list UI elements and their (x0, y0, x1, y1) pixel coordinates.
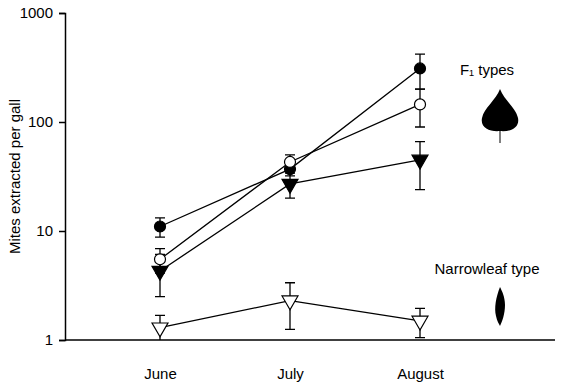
marker (282, 296, 298, 310)
y-tick-label: 100 (28, 113, 53, 130)
plot-area (152, 54, 428, 340)
y-tick: 1 (45, 331, 65, 348)
leaf-icon (495, 287, 505, 326)
marker (415, 63, 426, 74)
x-tick-label: August (397, 365, 445, 382)
series-line (160, 104, 420, 259)
x-tick-label: July (277, 365, 304, 382)
marker (412, 316, 428, 330)
x-tick: July (277, 340, 304, 382)
y-tick-label: 1000 (20, 4, 53, 21)
marker (155, 221, 166, 232)
y-axis-line (59, 14, 66, 341)
x-tick-label: June (144, 365, 177, 382)
annotation: F₁ types (460, 61, 514, 78)
y-tick-mark (59, 231, 65, 233)
y-tick: 100 (28, 113, 65, 130)
y-tick-mark (59, 340, 65, 342)
x-axis-line (65, 339, 555, 341)
marker (285, 156, 296, 167)
leaf-icon (482, 89, 519, 131)
error-bar (415, 54, 425, 89)
y-tick: 10 (36, 222, 65, 239)
x-tick: August (397, 340, 445, 382)
series-line (160, 160, 420, 271)
y-tick-label: 10 (36, 222, 53, 239)
marker (152, 266, 168, 280)
leaf-stem (500, 131, 501, 143)
annotations: F₁ types Narrowleaf type (434, 61, 539, 326)
error-bar (155, 218, 165, 237)
annotation: Narrowleaf type (434, 260, 539, 277)
marker (415, 99, 426, 110)
y-tick: 1000 (20, 4, 65, 21)
y-tick-mark (59, 122, 65, 124)
marker (412, 155, 428, 169)
marker (152, 323, 168, 337)
y-axis: 1 10 100 1000 (20, 4, 66, 348)
x-axis: June July August (144, 340, 444, 382)
y-tick-mark (59, 13, 65, 15)
chart: 1 10 100 1000 June July August Mites extracted … (0, 0, 585, 390)
y-tick-label: 1 (45, 331, 53, 348)
error-bar (415, 89, 425, 127)
y-axis-title: Mites extracted per gall (6, 99, 23, 254)
marker (282, 179, 298, 193)
x-tick: June (144, 340, 177, 382)
series-line (160, 68, 420, 226)
marker (155, 254, 166, 265)
